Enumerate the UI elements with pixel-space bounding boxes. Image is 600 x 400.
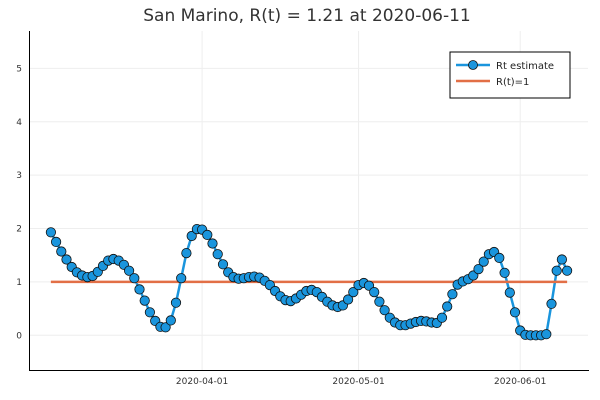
rt-data-point [561, 265, 573, 276]
rt-data-point [556, 254, 568, 265]
rt-data-point [124, 265, 135, 276]
rt-data-point [541, 329, 552, 340]
rt-data-point [165, 315, 176, 326]
rt-data-point [348, 286, 359, 298]
y-tick-label: 3 [16, 171, 22, 181]
rt-data-point [374, 296, 385, 307]
rt-data-point [134, 284, 145, 295]
y-tick-label: 1 [16, 278, 22, 288]
rt-data-point [551, 265, 562, 276]
y-tick-label: 0 [16, 331, 22, 341]
rt-data-point [494, 252, 505, 263]
rt-data-point [436, 312, 448, 323]
rt-data-point [442, 301, 453, 312]
legend-rt-marker [468, 60, 478, 70]
rt-data-point [139, 295, 150, 306]
rt-data-point [45, 227, 57, 238]
legend-ref-label: R(t)=1 [496, 77, 529, 88]
rt-data-point [546, 298, 557, 309]
legend-box [449, 51, 571, 99]
rt-data-point [369, 286, 380, 298]
rt-data-point [202, 229, 213, 240]
rt-data-point [176, 273, 187, 284]
tick-labels: 0 1 2 3 4 5 2020-04-01 2020-05-01 2020-06-01 [16, 64, 546, 387]
rt-data-point [342, 294, 354, 305]
y-tick-label: 4 [16, 118, 22, 128]
x-tick-label: 2020-04-01 [176, 377, 228, 387]
y-tick-label: 2 [16, 225, 22, 235]
legend-rt-label: Rt estimate [496, 61, 554, 72]
rt-data-point [447, 289, 458, 300]
rt-data-point [504, 287, 515, 298]
rt-data-point [212, 249, 223, 260]
rt-data-point [499, 267, 510, 278]
x-tick-label: 2020-05-01 [332, 377, 384, 387]
rt-data-point [478, 256, 489, 267]
rt-data-point [56, 246, 67, 257]
rt-data-point [129, 273, 140, 284]
rt-data-point [207, 238, 218, 249]
rt-data-point [61, 254, 72, 265]
plot-area [45, 224, 573, 341]
chart-title: San Marino, R(t) = 1.21 at 2020-06-11 [143, 6, 471, 26]
rt-data-point [217, 259, 229, 270]
rt-data-point [170, 297, 182, 308]
legend: Rt estimate R(t)=1 [449, 51, 571, 99]
rt-data-point [186, 230, 197, 242]
x-tick-label: 2020-06-01 [494, 377, 546, 387]
y-tick-label: 5 [16, 64, 22, 74]
rt-data-point [160, 322, 171, 333]
rt-data-point [181, 248, 192, 259]
rt-data-point [509, 307, 521, 318]
rt-data-point [50, 236, 62, 247]
rt-data-point [379, 305, 390, 316]
rt-data-point [144, 307, 155, 318]
rt-data-point [473, 263, 484, 275]
